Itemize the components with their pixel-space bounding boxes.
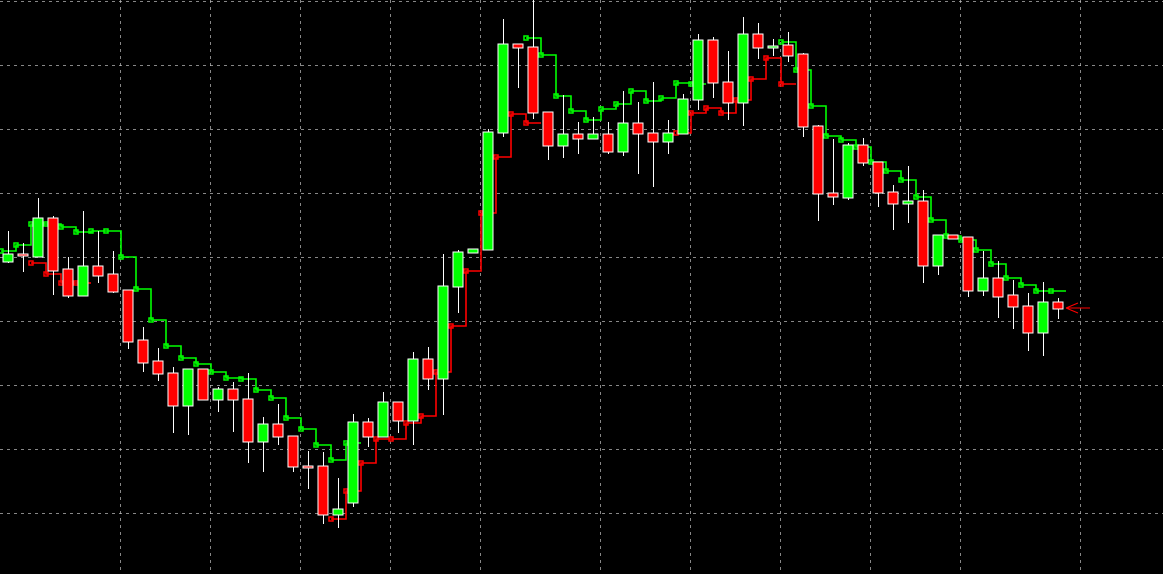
candle-bull xyxy=(2,253,14,263)
candle-bear xyxy=(857,144,869,164)
candle-bull xyxy=(182,368,194,407)
price-arrow-icon xyxy=(1065,302,1090,314)
candle-bear xyxy=(707,39,719,84)
candle-bear xyxy=(812,125,824,195)
candle-bear xyxy=(242,398,254,443)
candle-bear xyxy=(602,133,614,153)
candle-bull xyxy=(932,234,944,267)
candle-bear xyxy=(947,234,959,240)
candle-bear xyxy=(47,217,59,272)
candle-bear xyxy=(527,46,539,114)
candle-bull xyxy=(347,421,359,504)
candle-bull xyxy=(677,98,689,135)
candle-bull xyxy=(257,423,269,443)
candle-bear xyxy=(1022,305,1034,334)
candle-bear xyxy=(572,133,584,140)
candle-bear xyxy=(632,122,644,135)
candle-bear xyxy=(992,277,1004,298)
candle-bull xyxy=(497,43,509,134)
support-step-line xyxy=(31,57,796,520)
candle-bear xyxy=(797,53,809,128)
candle-bear xyxy=(122,289,134,343)
candle-bull xyxy=(662,132,674,143)
candle-bull xyxy=(902,200,914,205)
candle-bull xyxy=(332,508,344,516)
candle-bear xyxy=(302,465,314,469)
resistance-step-line xyxy=(1,37,1066,461)
candle-bear xyxy=(827,192,839,198)
candle-bull xyxy=(617,122,629,153)
candle-bull xyxy=(767,45,779,49)
candle-bull xyxy=(32,217,44,258)
candle-bear xyxy=(152,360,164,375)
candle-bear xyxy=(227,388,239,401)
candle-bull xyxy=(407,358,419,422)
candle-bear xyxy=(17,253,29,257)
candle-bear xyxy=(752,33,764,49)
candle-bear xyxy=(167,372,179,407)
candle-bear xyxy=(887,191,899,205)
candle-bear xyxy=(362,421,374,438)
candle-bear xyxy=(962,236,974,292)
candle-bull xyxy=(467,248,479,254)
candle-bear xyxy=(542,111,554,147)
candle-bull xyxy=(482,131,494,251)
candle-bear xyxy=(1007,294,1019,308)
candle-bull xyxy=(377,401,389,438)
candle-bull xyxy=(692,39,704,101)
candle-bear xyxy=(392,401,404,422)
candle-bull xyxy=(452,251,464,288)
candle-bull xyxy=(77,265,89,297)
candle-bull xyxy=(437,285,449,380)
candle-bear xyxy=(422,358,434,380)
candle-bear xyxy=(1052,301,1064,310)
indicator-lines xyxy=(0,35,1066,522)
candle-bear xyxy=(107,273,119,293)
candle-bull xyxy=(587,133,599,140)
candle-bear xyxy=(722,81,734,104)
candle-bear xyxy=(647,132,659,143)
candle-bear xyxy=(92,265,104,277)
candle-bull xyxy=(977,277,989,292)
candle-bear xyxy=(782,44,794,57)
candle-bull xyxy=(1037,301,1049,334)
candle-bear xyxy=(317,465,329,516)
candle-bull xyxy=(737,33,749,104)
candle-bear xyxy=(62,268,74,297)
candles xyxy=(2,0,1064,528)
price-arrow xyxy=(1065,302,1090,314)
candle-bear xyxy=(197,368,209,401)
candle-bull xyxy=(842,144,854,199)
candle-bear xyxy=(137,339,149,364)
candle-bear xyxy=(287,435,299,468)
candle-bear xyxy=(917,200,929,267)
candle-bear xyxy=(872,161,884,194)
candle-bear xyxy=(272,423,284,438)
candle-bull xyxy=(557,133,569,147)
candle-bull xyxy=(212,388,224,401)
candle-bear xyxy=(512,43,524,49)
